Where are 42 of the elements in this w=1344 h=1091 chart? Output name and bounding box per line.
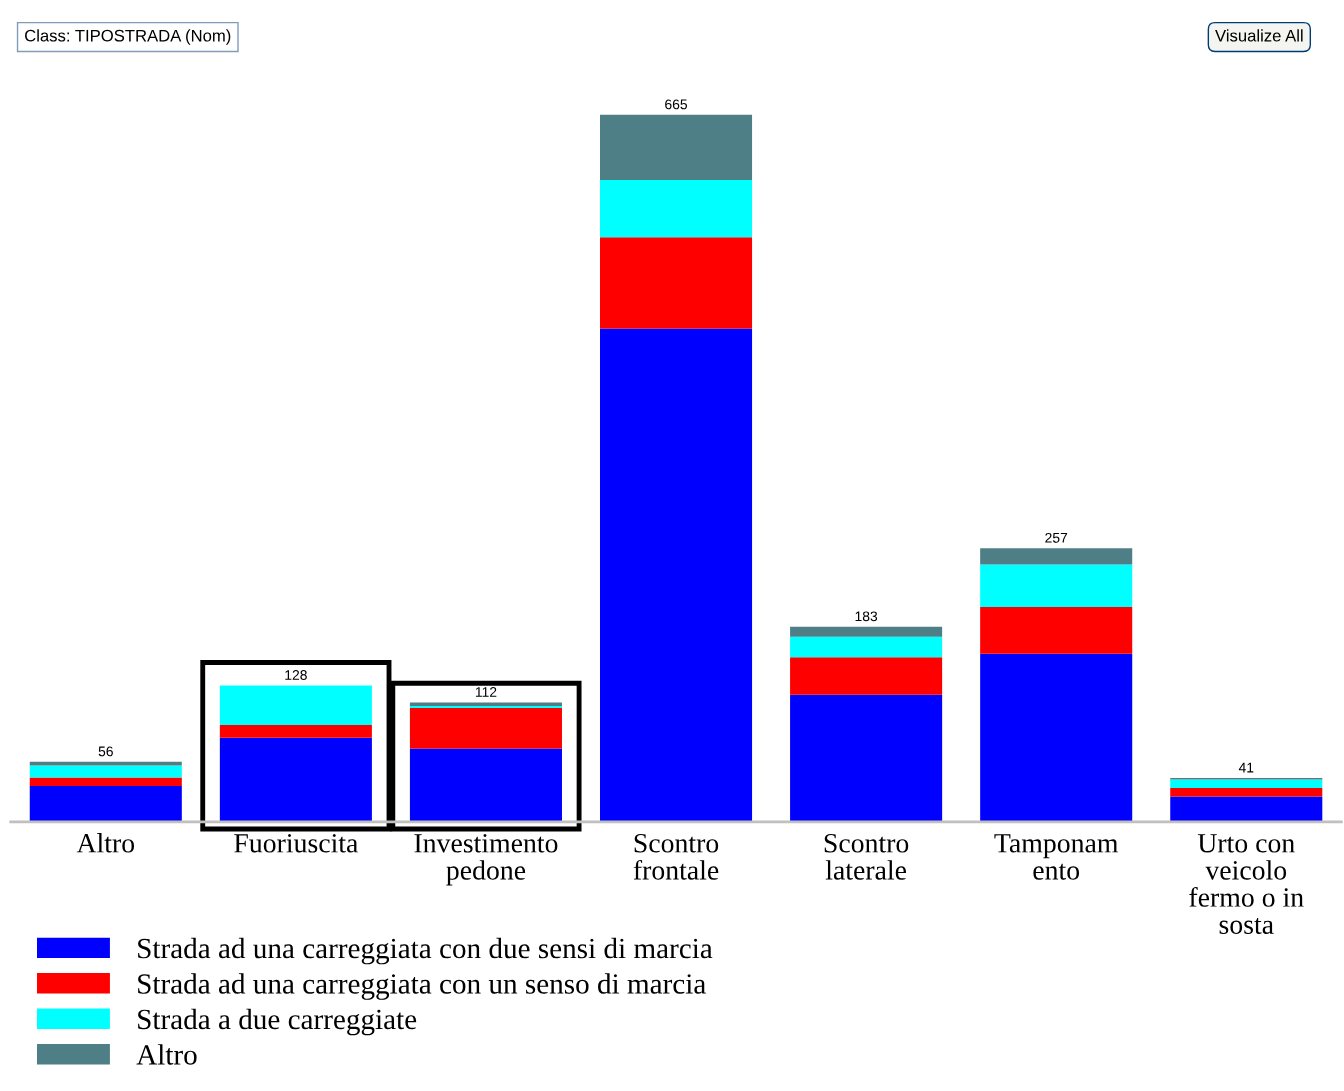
x-tick-label: Scontro frontale: [633, 833, 719, 880]
annotation: 183: [855, 611, 878, 622]
x-tick-label: Investimento pedone: [414, 833, 558, 886]
x-tick-label: Altro: [76, 833, 135, 853]
annotation: 665: [665, 99, 688, 110]
bar: [790, 657, 943, 695]
bar: [980, 564, 1133, 607]
bar: [600, 328, 753, 822]
bar: [600, 237, 753, 329]
bar: [219, 725, 372, 738]
bar: [790, 636, 943, 658]
bar: [980, 606, 1133, 654]
bar: [1170, 779, 1323, 789]
x-tick-label: Tamponam ento: [994, 834, 1119, 880]
bar: [1170, 796, 1323, 822]
legend-label: Strada a due carreggiate: [138, 1008, 417, 1036]
legend-label: Strada ad una carreggiata con due sensi di marcia: [138, 937, 713, 965]
text: Visualize All: [1215, 29, 1303, 42]
bar: [600, 179, 753, 238]
bar: [29, 777, 182, 786]
annotation: 56: [98, 746, 113, 757]
x-tick-label: Scontro laterale: [824, 833, 909, 880]
annotation: 41: [1238, 762, 1254, 773]
bar: [980, 548, 1133, 565]
bar: [409, 702, 562, 706]
bar: [219, 685, 372, 726]
x-tick-label: Fuoriuscita: [234, 833, 358, 853]
legend-label: Strada ad una carreggiata con un senso di marcia: [138, 973, 706, 1000]
bar: [980, 653, 1133, 822]
bar: [1170, 788, 1323, 797]
chart-title: Class: TIPOSTRADA (Nom): [25, 29, 231, 45]
legend-label: Altro: [136, 1044, 197, 1065]
bar: [409, 708, 562, 749]
bar: [790, 626, 943, 637]
bar: [790, 694, 943, 822]
annotation: 257: [1045, 532, 1068, 543]
annotation: 128: [285, 670, 307, 680]
x-tick-label: Urto con veicolo fermo o in sosta: [1189, 834, 1304, 934]
bar: [29, 765, 182, 778]
bar: [600, 114, 753, 180]
bar: [29, 785, 182, 822]
annotation: 112: [475, 687, 497, 697]
